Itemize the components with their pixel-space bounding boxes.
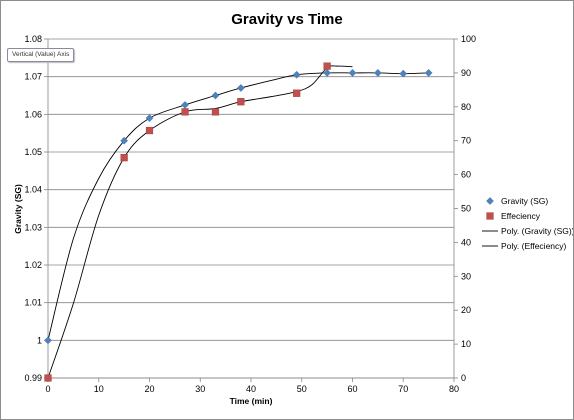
legend-poly-effeciency-label: Poly. (Effeciency) (501, 241, 567, 251)
y2-tick-label: 80 (461, 102, 471, 112)
axes (44, 38, 458, 382)
legend: Gravity (SG) Effeciency Poly. (Gravity (SG… (482, 196, 573, 251)
y-tick-label: 1.07 (24, 72, 42, 82)
effeciency-point (293, 89, 301, 97)
y2-tick-label: 70 (461, 136, 471, 146)
effeciency-point (145, 126, 154, 135)
y2-tick-label: 30 (461, 271, 471, 281)
y-tick-label: 1.02 (24, 260, 42, 270)
gravity-point (348, 69, 357, 77)
gravity-point (145, 114, 154, 122)
trendlines (47, 65, 429, 379)
y2-tick-label: 0 (461, 373, 466, 383)
y-tick-label: 1.04 (24, 185, 42, 195)
y-tick-label: 1.08 (24, 34, 42, 44)
y2-tick-label: 10 (461, 339, 471, 349)
gravity-point (373, 69, 382, 77)
x-tick-label: 60 (347, 384, 357, 394)
y2-tick-label: 20 (461, 305, 471, 315)
y2-tick-label: 40 (461, 237, 471, 247)
y2-tick-label: 50 (461, 204, 471, 214)
gravity-point (399, 69, 408, 78)
y-axis-title: Gravity (SG) (13, 184, 23, 234)
x-tick-label: 20 (144, 384, 154, 394)
gravity-point (120, 136, 129, 145)
tick-labels: 0.99 1 1.01 1.02 1.03 1.04 1.05 1.06 1.07 1.08 0 10… (24, 34, 476, 394)
effeciency-point (44, 374, 52, 382)
legend-gravity-marker (486, 197, 494, 205)
gravity-point (292, 70, 301, 79)
x-tick-label: 70 (398, 384, 408, 394)
y-tick-label: 0.99 (24, 373, 42, 383)
y2-tick-label: 100 (461, 34, 476, 44)
effeciency-point (211, 108, 220, 116)
grid-lines (48, 38, 454, 379)
x-tick-label: 80 (449, 384, 459, 394)
gravity-point (424, 69, 433, 77)
effeciency-point (237, 98, 245, 106)
x-tick-label: 40 (246, 384, 256, 394)
legend-gravity-label: Gravity (SG) (501, 196, 548, 206)
y-tick-label: 1 (37, 335, 42, 345)
gravity-point (236, 84, 245, 92)
x-tick-label: 50 (297, 384, 307, 394)
legend-effeciency-label: Effeciency (501, 211, 541, 221)
effeciency-point (323, 62, 331, 70)
gravity-point (181, 101, 189, 109)
gravity-point (211, 91, 220, 100)
trendline-gravity (47, 72, 429, 341)
y2-tick-label: 90 (461, 68, 471, 78)
y-tick-label: 1.03 (24, 222, 42, 232)
x-axis-title: Time (min) (230, 396, 273, 406)
data-points (44, 62, 433, 382)
axis-tooltip: Vertical (Value) Axis (7, 48, 75, 62)
effeciency-point (181, 108, 189, 116)
y-tick-label: 1.05 (24, 147, 42, 157)
y-tick-label: 1.06 (24, 109, 42, 119)
x-tick-label: 10 (94, 384, 104, 394)
x-tick-label: 30 (195, 384, 205, 394)
gravity-point (44, 336, 52, 345)
trendline-effeciency (47, 65, 353, 379)
chart-title: Gravity vs Time (231, 11, 342, 28)
effeciency-point (120, 154, 128, 162)
y-tick-label: 1.01 (24, 298, 42, 308)
y2-tick-label: 60 (461, 170, 471, 180)
legend-poly-gravity-label: Poly. (Gravity (SG)) (501, 226, 573, 236)
legend-effeciency-marker (486, 212, 494, 220)
gravity-point (323, 69, 332, 77)
x-tick-label: 0 (45, 384, 50, 394)
